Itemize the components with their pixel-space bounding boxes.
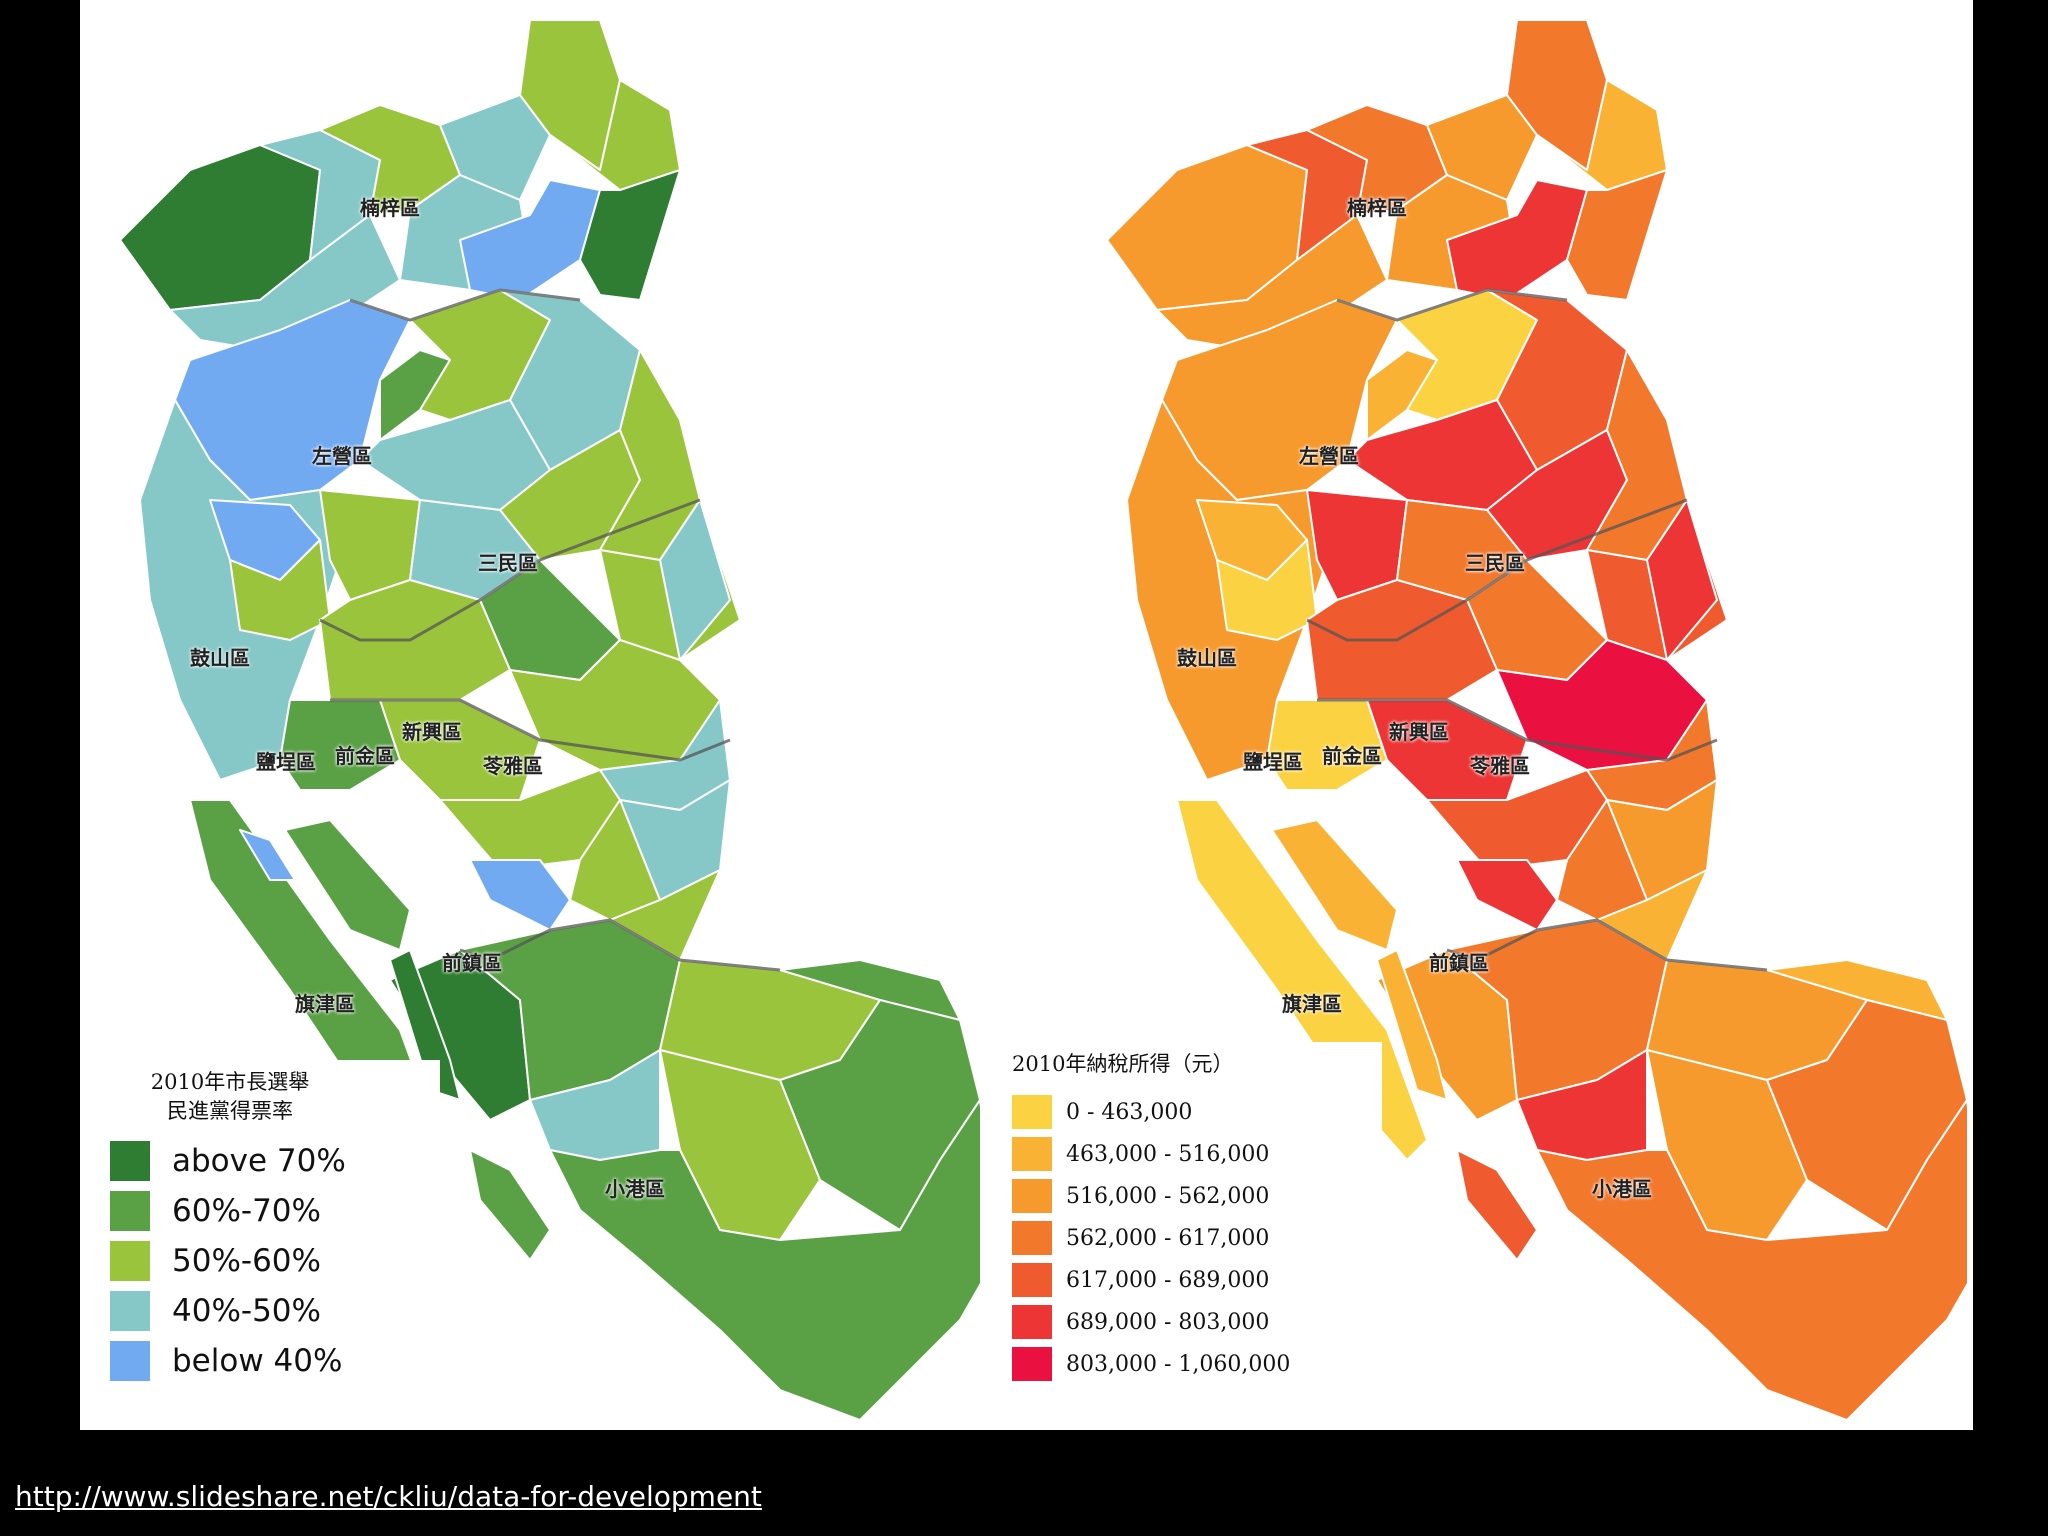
district-label-yancheng: 鹽埕區 xyxy=(256,750,316,774)
vote-legend-title: 2010年市長選舉 xyxy=(150,1070,310,1094)
district-label-qianjin: 前金區 xyxy=(1322,744,1382,768)
district-label-nanzi: 楠梓區 xyxy=(360,196,420,220)
region xyxy=(779,999,980,1231)
district-label-xiaogang: 小港區 xyxy=(1592,1177,1652,1201)
region xyxy=(1766,999,1967,1231)
legend-swatch xyxy=(1012,1263,1052,1297)
district-label-sanmin: 三民區 xyxy=(1465,551,1525,575)
district-label-lingya: 苓雅區 xyxy=(1470,754,1530,778)
region xyxy=(549,1099,980,1421)
district-label-xiaogang: 小港區 xyxy=(605,1177,665,1201)
vote-legend-item: 60%-70% xyxy=(110,1186,430,1236)
income-legend-item: 617,000 - 689,000 xyxy=(1012,1259,1372,1301)
legend-swatch xyxy=(1012,1095,1052,1129)
legend-label: 463,000 - 516,000 xyxy=(1066,1141,1270,1167)
legend-swatch xyxy=(110,1341,150,1381)
district-label-sanmin: 三民區 xyxy=(478,551,538,575)
district-label-yancheng: 鹽埕區 xyxy=(1243,750,1303,774)
legend-label: above 70% xyxy=(172,1143,346,1179)
legend-swatch xyxy=(1012,1221,1052,1255)
district-label-zuoying: 左營區 xyxy=(312,444,372,468)
region xyxy=(469,1149,551,1261)
region xyxy=(579,169,681,301)
vote-legend-item: 50%-60% xyxy=(110,1236,430,1286)
income-legend-item: 516,000 - 562,000 xyxy=(1012,1175,1372,1217)
legend-label: 617,000 - 689,000 xyxy=(1066,1267,1270,1293)
income-legend-item: 562,000 - 617,000 xyxy=(1012,1217,1372,1259)
vote-legend-item: above 70% xyxy=(110,1136,430,1186)
legend-label: 562,000 - 617,000 xyxy=(1066,1225,1270,1251)
legend-swatch xyxy=(1012,1347,1052,1381)
region xyxy=(619,779,731,901)
region xyxy=(1766,959,1948,1021)
income-legend: 2010年納稅所得（元） 0 - 463,000 463,000 - 516,0… xyxy=(1002,1042,1382,1393)
income-legend-item: 689,000 - 803,000 xyxy=(1012,1301,1372,1343)
vote-share-map xyxy=(119,19,980,1421)
income-legend-item: 463,000 - 516,000 xyxy=(1012,1133,1372,1175)
district-label-qijin: 旗津區 xyxy=(1282,992,1342,1016)
source-link[interactable]: http://www.slideshare.net/ckliu/data-for… xyxy=(15,1480,762,1513)
district-label-qianjin: 前金區 xyxy=(335,744,395,768)
income-legend-title: 2010年納稅所得（元） xyxy=(1012,1052,1234,1076)
region xyxy=(284,819,411,951)
slide-panel: 楠梓區 左營區 三民區 鼓山區 新興區 前金區 鹽埕區 苓雅區 前鎮區 旗津區 … xyxy=(80,0,1973,1430)
vote-legend: 2010年市長選舉 民進黨得票率 above 70% 60%-70% 50%-6… xyxy=(100,1060,440,1394)
region xyxy=(1426,94,1538,201)
district-label-qijin: 旗津區 xyxy=(295,992,355,1016)
legend-swatch xyxy=(1012,1179,1052,1213)
district-label-lingya: 苓雅區 xyxy=(483,754,543,778)
legend-swatch xyxy=(110,1191,150,1231)
vote-legend-item: 40%-50% xyxy=(110,1286,430,1336)
district-label-xinxing: 新興區 xyxy=(402,720,462,744)
legend-swatch xyxy=(110,1291,150,1331)
region xyxy=(239,829,296,881)
legend-label: 0 - 463,000 xyxy=(1066,1099,1193,1125)
region xyxy=(1566,169,1668,301)
region xyxy=(1456,859,1558,931)
region xyxy=(1271,819,1398,951)
region xyxy=(779,959,961,1021)
district-label-qianzhen: 前鎮區 xyxy=(1429,951,1489,975)
region xyxy=(1646,499,1718,661)
district-label-zuoying: 左營區 xyxy=(1299,444,1359,468)
region xyxy=(659,499,731,661)
income-map xyxy=(1106,19,1967,1421)
vote-legend-item: below 40% xyxy=(110,1336,430,1386)
district-label-gushan: 鼓山區 xyxy=(190,646,250,670)
district-label-xinxing: 新興區 xyxy=(1389,720,1449,744)
district-label-qianzhen: 前鎮區 xyxy=(442,951,502,975)
region xyxy=(439,94,551,201)
income-legend-item: 803,000 - 1,060,000 xyxy=(1012,1343,1372,1385)
region xyxy=(1456,1149,1538,1261)
region xyxy=(1606,779,1718,901)
legend-label: 50%-60% xyxy=(172,1243,321,1279)
vote-legend-subtitle: 民進黨得票率 xyxy=(167,1099,293,1123)
legend-label: 516,000 - 562,000 xyxy=(1066,1183,1270,1209)
district-label-gushan: 鼓山區 xyxy=(1177,646,1237,670)
region xyxy=(1376,949,1448,1101)
legend-label: 689,000 - 803,000 xyxy=(1066,1309,1270,1335)
region xyxy=(1536,1099,1967,1421)
legend-label: 60%-70% xyxy=(172,1193,321,1229)
income-legend-item: 0 - 463,000 xyxy=(1012,1091,1372,1133)
legend-swatch xyxy=(110,1141,150,1181)
legend-swatch xyxy=(1012,1305,1052,1339)
region xyxy=(469,859,571,931)
legend-label: below 40% xyxy=(172,1343,343,1379)
legend-label: 803,000 - 1,060,000 xyxy=(1066,1351,1291,1377)
legend-label: 40%-50% xyxy=(172,1293,321,1329)
legend-swatch xyxy=(110,1241,150,1281)
district-label-nanzi: 楠梓區 xyxy=(1347,196,1407,220)
legend-swatch xyxy=(1012,1137,1052,1171)
